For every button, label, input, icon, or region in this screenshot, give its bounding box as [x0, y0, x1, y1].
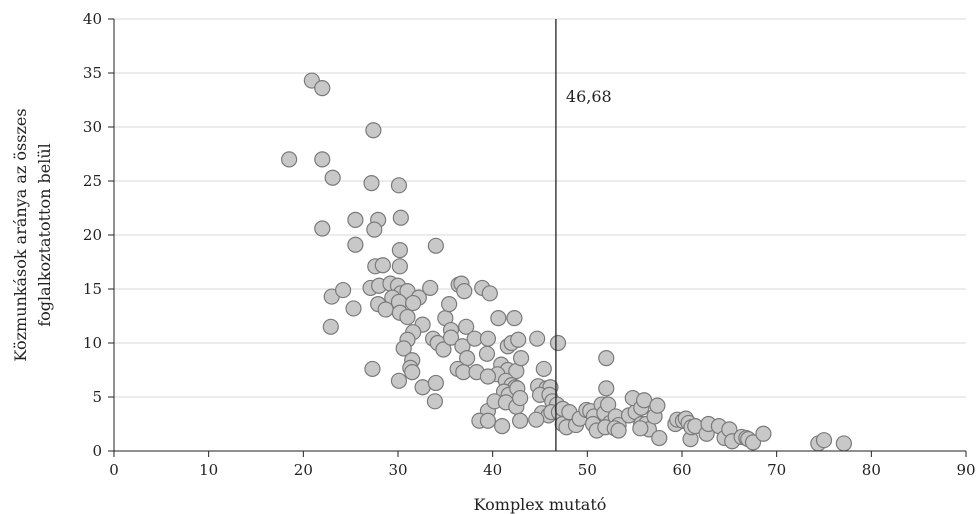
x-tick-label: 60 — [672, 461, 691, 479]
data-point — [510, 331, 527, 348]
x-tick-label: 70 — [767, 461, 786, 479]
data-point — [490, 310, 507, 327]
data-point — [345, 300, 362, 317]
data-point — [399, 308, 416, 326]
x-tick-label: 10 — [199, 461, 218, 479]
data-point — [435, 341, 452, 358]
y-axis-title-line-2: foglalkoztatotton belül — [35, 143, 54, 327]
data-point — [479, 368, 497, 385]
data-point — [512, 350, 530, 367]
data-point — [427, 374, 444, 392]
data-point — [366, 221, 383, 238]
x-tick-label: 30 — [388, 461, 407, 479]
data-point — [651, 429, 668, 447]
y-tick-label: 10 — [83, 334, 102, 352]
x-tick-label: 80 — [862, 461, 881, 479]
x-axis-title: Komplex mutató — [474, 495, 607, 514]
data-point — [528, 411, 545, 428]
data-point — [442, 329, 460, 346]
data-point — [649, 397, 666, 414]
y-tick-label: 5 — [92, 388, 102, 406]
x-tick-label: 20 — [294, 461, 313, 479]
data-point — [549, 334, 567, 352]
data-point — [395, 340, 412, 357]
y-tick-label: 0 — [92, 442, 102, 460]
data-point — [481, 285, 498, 302]
y-tick-label: 35 — [83, 64, 102, 82]
data-point — [598, 350, 615, 367]
y-tick-label: 25 — [83, 172, 102, 190]
data-point — [441, 296, 458, 313]
data-point — [427, 237, 444, 254]
x-tick-label: 0 — [109, 461, 119, 479]
data-point — [365, 122, 382, 139]
data-point — [512, 389, 529, 407]
x-tick-label: 90 — [956, 461, 975, 479]
data-point — [364, 360, 381, 378]
data-point — [632, 420, 649, 437]
data-point — [347, 211, 364, 228]
data-points — [281, 72, 852, 452]
data-point — [314, 80, 331, 97]
data-point — [426, 393, 444, 410]
data-point — [324, 169, 341, 186]
y-tick-label: 20 — [83, 226, 102, 244]
data-point — [529, 330, 546, 347]
data-point — [535, 360, 552, 378]
x-tick-label: 40 — [483, 461, 502, 479]
data-point — [478, 345, 496, 362]
data-point — [405, 294, 422, 312]
data-point — [610, 422, 627, 439]
data-point — [458, 318, 475, 335]
data-point — [479, 330, 497, 347]
data-point — [347, 236, 364, 253]
data-point — [314, 220, 331, 237]
x-tick-label: 50 — [578, 461, 597, 479]
y-axis-title-line-1: Közmunkások aránya az összes — [11, 108, 30, 361]
data-point — [506, 310, 523, 327]
data-point — [374, 257, 391, 274]
y-tick-label: 30 — [83, 118, 102, 136]
data-point — [391, 258, 408, 275]
data-point — [281, 151, 298, 168]
reference-line-label: 46,68 — [566, 87, 612, 106]
data-point — [598, 380, 615, 397]
data-point — [363, 175, 380, 192]
data-point — [404, 364, 421, 381]
data-point — [392, 209, 409, 226]
axes: 0 5 10 15 20 25 30 35 40 0 10 20 30 40 50 60 70 80 90 — [83, 10, 976, 479]
data-point — [815, 432, 833, 449]
data-point — [479, 412, 497, 429]
data-point — [744, 434, 762, 451]
data-point — [391, 242, 408, 259]
data-point — [322, 318, 339, 335]
data-point — [377, 301, 394, 318]
data-point — [314, 151, 331, 168]
data-point — [422, 279, 439, 297]
y-tick-label: 15 — [83, 280, 102, 298]
data-point — [456, 283, 473, 300]
data-point — [755, 425, 772, 442]
reference-line-group: 46,68 — [555, 19, 612, 451]
gridlines — [114, 18, 966, 398]
y-tick-label: 40 — [83, 10, 102, 28]
data-point — [512, 412, 529, 429]
data-point — [390, 177, 408, 194]
data-point — [494, 418, 511, 435]
data-point — [600, 396, 617, 413]
data-point — [334, 281, 352, 299]
data-point — [390, 372, 408, 389]
data-point — [835, 435, 852, 452]
